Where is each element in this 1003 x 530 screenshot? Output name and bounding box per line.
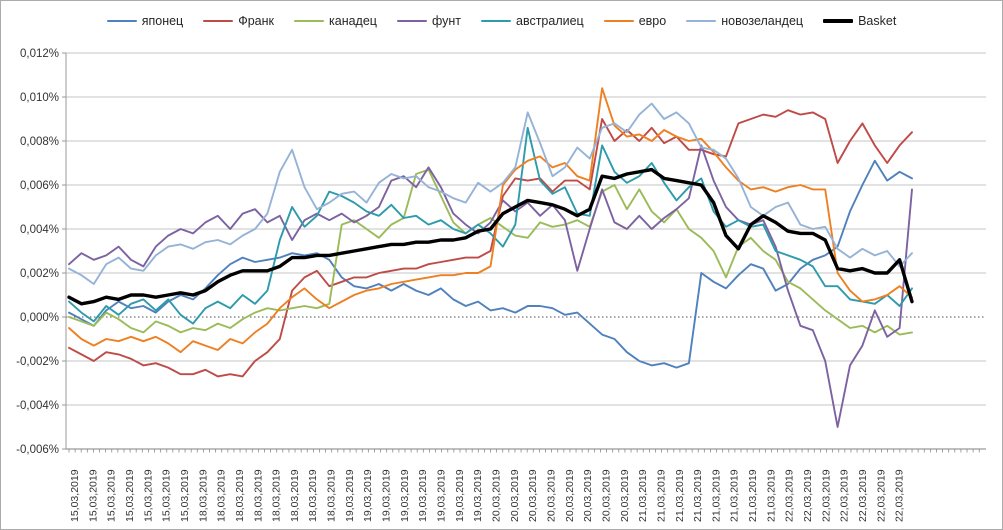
- series-line-канадец: [68, 168, 913, 336]
- legend-label: Франк: [238, 14, 274, 28]
- x-axis-label: 15,03,2019: [106, 469, 118, 522]
- x-axis-label: 20,03,2019: [545, 469, 557, 522]
- series-line-Basket: [67, 167, 914, 306]
- x-axis-label: 15,03,2019: [161, 469, 173, 522]
- x-axis-label: 18,03,2019: [216, 469, 228, 522]
- x-axis-label: 15,03,2019: [87, 469, 99, 522]
- legend-line-swatch: [106, 19, 137, 23]
- x-axis-label: 21,03,2019: [765, 469, 777, 522]
- y-axis-label: -0,004%: [16, 400, 59, 412]
- legend-label: канадец: [329, 14, 377, 28]
- legend-item-канадец: канадец: [294, 14, 377, 28]
- legend-line-swatch: [396, 19, 427, 23]
- x-axis-label: 15,03,2019: [124, 469, 136, 522]
- series-line-евро: [68, 87, 913, 354]
- x-axis-label: 20,03,2019: [527, 469, 539, 522]
- series-line-японец: [68, 159, 913, 369]
- x-axis-label: 19,03,2019: [472, 469, 484, 522]
- legend-label: фунт: [431, 14, 461, 28]
- x-axis-label: 21,03,2019: [674, 469, 686, 522]
- y-axis-label: 0,000%: [20, 312, 59, 324]
- x-axis-label: 21,03,2019: [655, 469, 667, 522]
- x-axis-label: 18,03,2019: [234, 469, 246, 522]
- x-axis-label: 22,03,2019: [820, 469, 832, 522]
- x-axis-label: 22,03,2019: [857, 469, 869, 522]
- x-axis-label: 21,03,2019: [692, 469, 704, 522]
- legend-label: Basket: [858, 14, 897, 28]
- x-axis-label: 22,03,2019: [875, 469, 887, 522]
- legend-item-Basket: Basket: [823, 14, 896, 28]
- legend-item-Франк: Франк: [203, 14, 274, 28]
- y-axis-label: 0,004%: [20, 224, 59, 236]
- legend-line-swatch: [203, 19, 234, 23]
- y-axis-label: 0,008%: [20, 136, 59, 148]
- legend-line-swatch: [294, 19, 324, 23]
- x-axis-label: 22,03,2019: [802, 469, 814, 522]
- legend-label: евро: [638, 14, 667, 28]
- legend-label: австралиец: [516, 14, 584, 28]
- x-axis-label: 21,03,2019: [710, 469, 722, 522]
- x-axis-label: 18,03,2019: [326, 469, 338, 522]
- y-axis-label: 0,006%: [20, 180, 59, 192]
- x-axis-label: 21,03,2019: [747, 469, 759, 522]
- x-axis-label: 18,03,2019: [252, 469, 264, 522]
- x-axis-label: 20,03,2019: [564, 469, 576, 522]
- series-line-австралиец: [68, 126, 913, 325]
- x-axis-label: 18,03,2019: [289, 469, 301, 522]
- legend-item-фунт: фунт: [396, 14, 461, 28]
- x-axis-label: 19,03,2019: [344, 469, 356, 522]
- x-axis-label: 18,03,2019: [307, 469, 319, 522]
- legend-line-swatch: [603, 19, 634, 23]
- legend: японец Франк канадец фунт австралиец евро ново…: [1, 10, 1002, 32]
- y-axis-label: 0,012%: [20, 48, 59, 60]
- legend-line-swatch: [481, 19, 511, 23]
- x-axis-label: 19,03,2019: [381, 469, 393, 522]
- legend-item-новозеландец: новозеландец: [686, 14, 803, 28]
- legend-item-евро: евро: [603, 14, 667, 28]
- x-axis-label: 19,03,2019: [436, 469, 448, 522]
- x-axis-label: 19,03,2019: [454, 469, 466, 522]
- x-axis-label: 22,03,2019: [784, 469, 796, 522]
- series-line-фунт: [68, 144, 913, 428]
- legend-line-swatch: [686, 19, 717, 23]
- x-axis-label: 20,03,2019: [490, 469, 502, 522]
- legend-item-австралиец: австралиец: [481, 14, 584, 28]
- series-line-новозеландец: [68, 102, 913, 285]
- y-axis-label: -0,002%: [16, 356, 59, 368]
- x-axis-label: 19,03,2019: [417, 469, 429, 522]
- x-axis-label: 20,03,2019: [619, 469, 631, 522]
- legend-label: новозеландец: [721, 14, 804, 28]
- x-axis-label: 15,03,2019: [179, 469, 191, 522]
- legend-line-swatch: [823, 19, 854, 23]
- x-axis-label: 19,03,2019: [362, 469, 374, 522]
- y-axis-label: 0,002%: [20, 268, 59, 280]
- x-axis-label: 19,03,2019: [399, 469, 411, 522]
- x-axis-label: 18,03,2019: [197, 469, 209, 522]
- x-axis-label: 18,03,2019: [271, 469, 283, 522]
- x-axis-label: 20,03,2019: [600, 469, 612, 522]
- x-axis-label: 20,03,2019: [582, 469, 594, 522]
- x-axis-label: 15,03,2019: [142, 469, 154, 522]
- y-axis-label: -0,006%: [16, 444, 59, 456]
- x-axis-label: 21,03,2019: [729, 469, 741, 522]
- x-axis-label: 22,03,2019: [894, 469, 906, 522]
- x-axis-label: 22,03,2019: [839, 469, 851, 522]
- legend-label: японец: [141, 14, 184, 28]
- y-axis-label: 0,010%: [20, 92, 59, 104]
- x-axis-label: 21,03,2019: [637, 469, 649, 522]
- legend-item-японец: японец: [106, 14, 184, 28]
- x-axis-label: 15,03,2019: [69, 469, 81, 522]
- x-axis-label: 20,03,2019: [509, 469, 521, 522]
- series-line-Франк: [68, 109, 913, 378]
